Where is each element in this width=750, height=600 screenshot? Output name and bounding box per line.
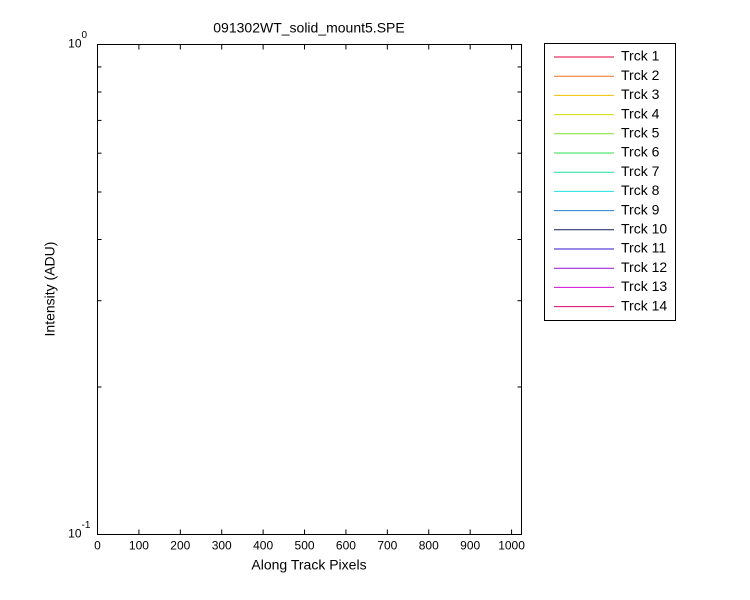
legend-label: Trck 14 — [621, 297, 667, 313]
y-tick-exponent: 0 — [82, 30, 88, 41]
legend-label: Trck 10 — [621, 221, 667, 237]
y-tick-label: 10 — [68, 37, 82, 51]
x-tick-label: 900 — [460, 539, 480, 553]
chart-title: 091302WT_solid_mount5.SPE — [213, 20, 404, 36]
x-axis-label: Along Track Pixels — [251, 557, 366, 573]
x-tick-label: 200 — [170, 539, 190, 553]
x-tick-label: 0 — [94, 539, 101, 553]
x-tick-label: 800 — [419, 539, 439, 553]
legend-label: Trck 13 — [621, 278, 667, 294]
x-tick-label: 700 — [377, 539, 397, 553]
legend — [544, 43, 676, 321]
legend-label: Trck 1 — [621, 48, 660, 64]
legend-label: Trck 7 — [621, 163, 660, 179]
x-tick-label: 400 — [253, 539, 273, 553]
legend-label: Trck 2 — [621, 67, 660, 83]
legend-label: Trck 6 — [621, 144, 660, 160]
x-tick-label: 100 — [129, 539, 149, 553]
plot-area — [97, 44, 522, 535]
legend-label: Trck 9 — [621, 201, 660, 217]
x-tick-label: 500 — [295, 539, 315, 553]
x-tick-label: 600 — [336, 539, 356, 553]
y-tick-exponent: -1 — [82, 520, 91, 531]
y-axis-label: Intensity (ADU) — [42, 242, 58, 337]
legend-label: Trck 4 — [621, 105, 660, 121]
legend-label: Trck 12 — [621, 259, 667, 275]
x-tick-label: 300 — [212, 539, 232, 553]
y-tick-label: 10 — [68, 527, 82, 541]
x-tick-label: 1000 — [498, 539, 525, 553]
legend-label: Trck 11 — [621, 240, 666, 256]
legend-label: Trck 5 — [621, 125, 660, 141]
legend-label: Trck 3 — [621, 86, 660, 102]
legend-label: Trck 8 — [621, 182, 660, 198]
